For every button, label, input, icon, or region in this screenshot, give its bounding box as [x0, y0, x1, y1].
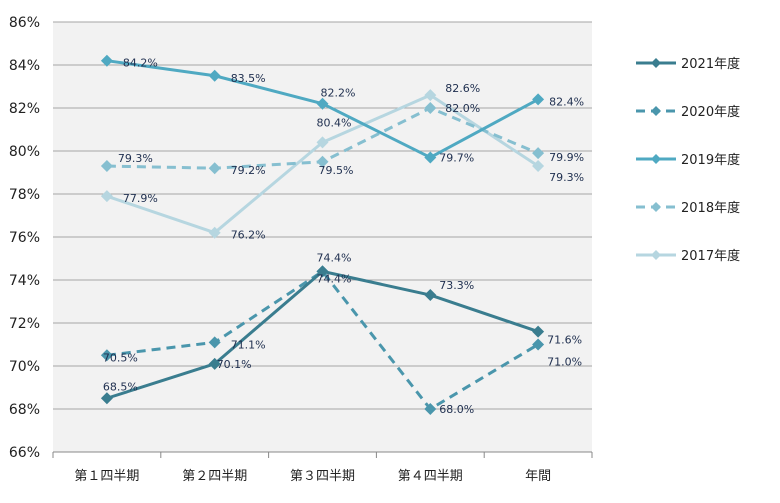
series-2017年度	[100, 89, 545, 239]
gridlines	[53, 21, 592, 453]
legend-marker	[651, 58, 661, 68]
data-point-marker	[316, 136, 329, 149]
legend-label: 2018年度	[681, 200, 740, 216]
legend-marker	[651, 250, 661, 260]
y-tick-label: 72%	[9, 316, 40, 332]
y-tick-label: 82%	[9, 101, 40, 117]
y-tick-label: 66%	[9, 445, 40, 461]
data-label: 84.2%	[123, 57, 158, 70]
data-point-marker	[316, 265, 329, 278]
data-label: 82.2%	[321, 87, 356, 100]
series-group: 68.5% 70.1% 74.4% 73.3% 71.6% 70.5% 71.1% 74.4%…	[100, 54, 584, 416]
series-line	[106, 269, 539, 411]
data-label: 70.1%	[217, 358, 252, 371]
x-axis: 第１四半期 第２四半期 第３四半期 第４四半期 年間	[52, 452, 593, 484]
data-label: 82.4%	[549, 95, 584, 108]
data-point-marker	[100, 160, 113, 173]
data-point-marker	[316, 155, 329, 168]
y-axis: 66% 68% 70% 72% 74% 76% 78% 80% 82% 84% 86%	[9, 15, 40, 461]
data-label: 82.0%	[445, 102, 480, 115]
data-point-marker	[424, 89, 437, 102]
data-point-marker	[316, 97, 329, 110]
data-point-marker	[208, 226, 221, 239]
legend-label: 2019年度	[681, 152, 740, 168]
x-category-label: 第１四半期	[74, 469, 139, 484]
y-tick-label: 86%	[9, 15, 40, 31]
y-tick-label: 80%	[9, 144, 40, 160]
data-label: 79.3%	[118, 152, 153, 165]
series-2021年度	[100, 265, 545, 405]
data-label: 79.7%	[439, 151, 474, 164]
data-label: 79.9%	[549, 151, 584, 164]
data-label: 79.2%	[231, 164, 266, 177]
data-labels-2018年度: 79.3% 79.2% 79.5% 82.0% 79.9%	[118, 102, 584, 177]
series-2019年度	[100, 54, 545, 164]
data-label: 71.0%	[547, 356, 582, 369]
data-label: 74.4%	[317, 251, 352, 264]
legend-marker	[651, 106, 661, 116]
data-labels-2017年度: 77.9% 76.2% 80.4% 82.6% 79.3%	[123, 82, 584, 242]
legend-entry: 2017年度	[636, 248, 740, 264]
data-point-marker	[100, 392, 113, 405]
legend: 2021年度 2020年度 2019年度 2018年度 2017年度	[636, 56, 740, 264]
series-2018年度	[100, 102, 545, 175]
data-point-marker	[208, 162, 221, 175]
data-label: 68.0%	[439, 403, 474, 416]
x-category-label: 第４四半期	[398, 469, 463, 484]
data-label: 68.5%	[103, 380, 138, 393]
data-label: 76.2%	[231, 229, 266, 242]
data-point-marker	[532, 338, 545, 351]
data-point-marker	[532, 325, 545, 338]
legend-entry: 2020年度	[636, 104, 740, 120]
data-point-marker	[532, 93, 545, 106]
data-point-marker	[424, 151, 437, 164]
data-label: 79.5%	[319, 164, 354, 177]
data-label: 82.6%	[445, 82, 480, 95]
data-label: 83.5%	[231, 72, 266, 85]
data-label: 73.3%	[439, 279, 474, 292]
y-tick-label: 78%	[9, 187, 40, 203]
legend-marker	[651, 202, 661, 212]
legend-marker	[651, 154, 661, 164]
y-tick-label: 68%	[9, 402, 40, 418]
x-category-label: 年間	[525, 469, 551, 484]
data-labels-2019年度: 84.2% 83.5% 82.2% 79.7% 82.4%	[123, 57, 584, 165]
legend-entry: 2018年度	[636, 200, 740, 216]
legend-entry: 2019年度	[636, 152, 740, 168]
data-point-marker	[208, 69, 221, 82]
legend-label: 2021年度	[681, 56, 740, 72]
y-tick-label: 84%	[9, 58, 40, 74]
data-label: 80.4%	[317, 116, 352, 129]
data-label: 71.6%	[547, 334, 582, 347]
data-point-marker	[208, 357, 221, 370]
data-point-marker	[100, 190, 113, 203]
data-label: 71.1%	[231, 338, 266, 351]
data-labels-2020年度: 70.5% 71.1% 74.4% 68.0% 71.0%	[103, 272, 582, 416]
data-point-marker	[424, 289, 437, 302]
data-point-marker	[100, 349, 113, 362]
legend-entry: 2021年度	[636, 56, 740, 72]
y-tick-label: 74%	[9, 273, 40, 289]
data-label: 70.5%	[103, 351, 138, 364]
data-point-marker	[532, 160, 545, 173]
data-point-marker	[532, 147, 545, 160]
x-category-label: 第２四半期	[182, 469, 247, 484]
data-point-marker	[424, 403, 437, 415]
data-label: 74.4%	[317, 272, 352, 285]
data-point-marker	[208, 336, 221, 349]
data-label: 79.3%	[549, 171, 584, 184]
data-label: 77.9%	[123, 192, 158, 205]
y-tick-label: 70%	[9, 359, 40, 375]
y-tick-label: 76%	[9, 230, 40, 246]
data-point-marker	[424, 102, 437, 114]
legend-label: 2020年度	[681, 104, 740, 120]
legend-label: 2017年度	[681, 248, 740, 264]
x-category-label: 第３四半期	[290, 469, 355, 484]
data-point-marker	[100, 54, 113, 67]
data-labels-2021年度: 68.5% 70.1% 74.4% 73.3% 71.6%	[103, 251, 582, 393]
